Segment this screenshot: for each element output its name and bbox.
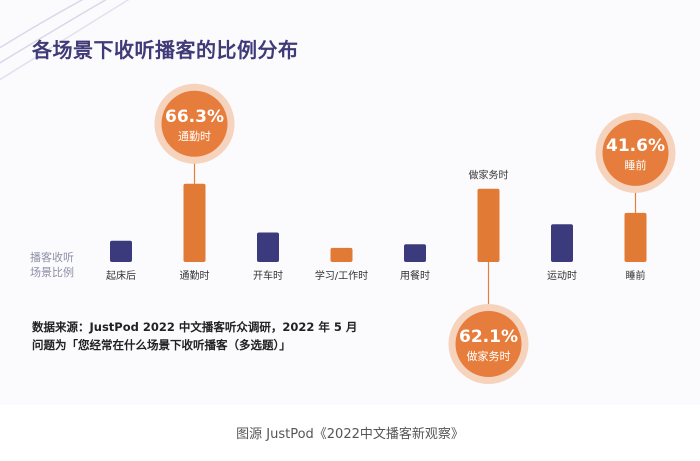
callout-bubble-3: [602, 119, 669, 186]
callout-value-2: 62.1%: [459, 327, 518, 347]
callout-label-3: 睡前: [625, 158, 647, 172]
bar-5: [404, 244, 426, 262]
category-label-3: 开车时: [253, 269, 283, 282]
y-axis-label: 播客收听 场景比例: [30, 250, 74, 280]
callout-bubble-1: [161, 90, 228, 157]
category-label-1: 起床后: [106, 269, 136, 282]
y-axis-label-line-1: 播客收听: [30, 251, 74, 264]
bar-3: [257, 232, 279, 262]
data-source-note: 数据来源：JustPod 2022 中文播客听众调研，2022 年 5 月 问题…: [32, 318, 357, 354]
source-line-2: 问题为「您经常在什么场景下收听播客（多选题）」: [32, 338, 291, 352]
category-label-8: 睡前: [626, 269, 646, 282]
image-caption: 图源 JustPod《2022中文播客新观察》: [236, 427, 464, 442]
category-label-6: 做家务时: [469, 169, 509, 182]
category-label-4: 学习/工作时: [315, 269, 368, 282]
bar-7: [551, 224, 573, 262]
callout-bubble-2: [455, 311, 522, 377]
chart-card: 各场景下收听播客的比例分布 起床后 通勤时 开车时 学习/工作时 用餐时 做家务时 运动时睡…: [0, 0, 676, 384]
bar-6: [477, 188, 500, 262]
decorative-arcs: [0, 0, 130, 81]
callout-label-2: 做家务时: [467, 349, 511, 363]
y-axis-label-line-2: 场景比例: [30, 266, 74, 279]
callout-value-3: 41.6%: [606, 136, 665, 156]
chart-title: 各场景下收听播客的比例分布: [32, 38, 299, 62]
category-label-2: 通勤时: [180, 269, 210, 282]
bar-2: [183, 183, 206, 262]
category-label-7: 运动时: [547, 270, 577, 282]
callout-label-1: 通勤时: [178, 130, 211, 143]
bar-8: [624, 212, 647, 262]
bar-4: [330, 247, 353, 262]
category-label-5: 用餐时: [400, 269, 430, 282]
source-line-1: 数据来源：JustPod 2022 中文播客听众调研，2022 年 5 月: [32, 320, 358, 334]
bar-1: [110, 240, 132, 262]
callout-value-1: 66.3%: [165, 107, 224, 127]
